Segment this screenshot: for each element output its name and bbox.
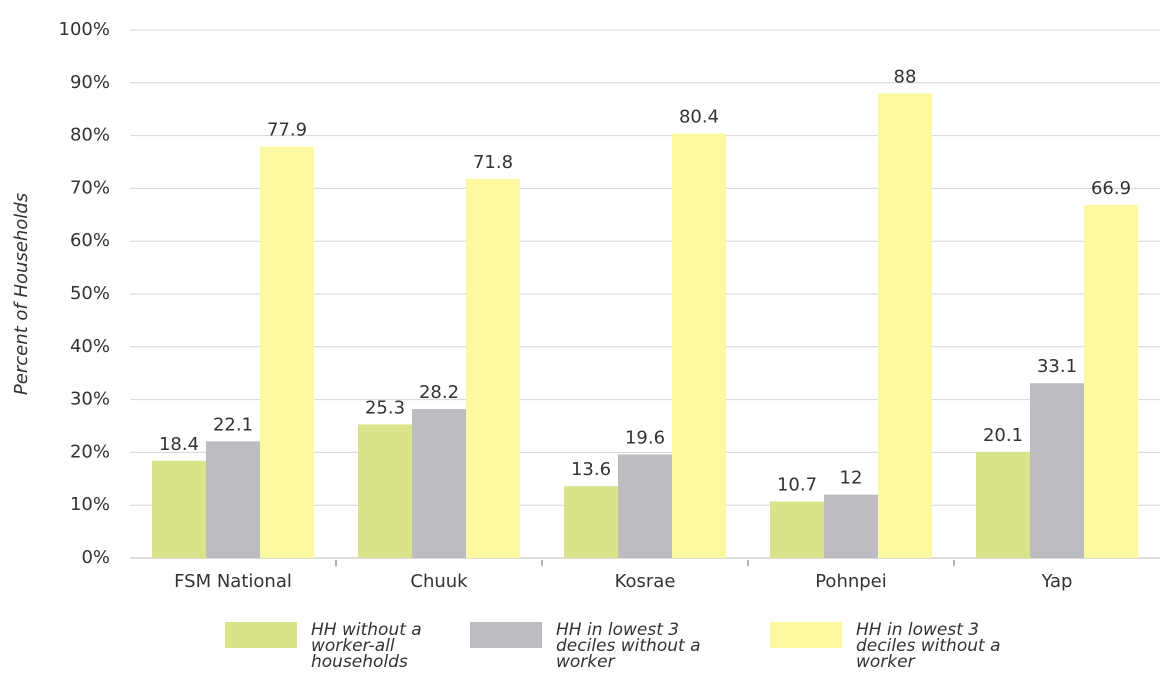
bar: [1030, 383, 1084, 558]
value-label: 33.1: [1037, 356, 1077, 377]
y-tick-label: 80%: [70, 125, 110, 146]
y-tick-label: 0%: [81, 547, 110, 568]
value-label: 10.7: [777, 475, 817, 496]
y-tick-label: 50%: [70, 283, 110, 304]
value-label: 88: [894, 66, 917, 87]
bar: [878, 93, 932, 559]
legend-item: HH in lowest 3 deciles without a worker: [470, 620, 706, 672]
x-tick-label: Kosrae: [615, 571, 676, 592]
y-tick-label: 30%: [70, 389, 110, 410]
legend-label: HH without a worker-all households: [311, 620, 422, 672]
value-label: 71.8: [473, 152, 513, 173]
x-tick-label: FSM National: [174, 571, 292, 592]
value-label: 25.3: [365, 397, 405, 418]
legend-item: HH without a worker-all households: [225, 620, 461, 672]
value-label: 28.2: [419, 382, 459, 403]
y-tick-label: 60%: [70, 230, 110, 251]
legend-label: HH in lowest 3 deciles without a worker: [856, 620, 1001, 672]
y-tick-label: 90%: [70, 72, 110, 93]
value-label: 20.1: [983, 425, 1023, 446]
bar: [152, 460, 206, 558]
value-label: 22.1: [213, 414, 253, 435]
bar: [1084, 204, 1138, 558]
bar: [976, 451, 1030, 558]
value-label: 13.6: [571, 459, 611, 480]
y-tick-label: 100%: [59, 19, 110, 40]
bar: [412, 409, 466, 558]
legend-label: HH in lowest 3 deciles without a worker: [556, 620, 701, 672]
x-tick-label: Yap: [1041, 571, 1073, 592]
bar: [358, 424, 412, 558]
y-tick-label: 10%: [70, 494, 110, 515]
value-label: 18.4: [159, 434, 199, 455]
value-label: 80.4: [679, 106, 719, 127]
x-tick-label: Chuuk: [410, 571, 468, 592]
value-label: 19.6: [625, 428, 665, 449]
bar: [672, 133, 726, 558]
bar: [824, 494, 878, 558]
legend-swatch: [225, 622, 297, 648]
value-label: 77.9: [267, 120, 307, 141]
value-label: 12: [840, 468, 863, 489]
bar: [564, 486, 618, 558]
y-tick-label: 20%: [70, 441, 110, 462]
bar: [260, 146, 314, 559]
bar: [618, 454, 672, 558]
bar: [466, 178, 520, 558]
y-axis-label: Percent of Households: [11, 193, 32, 395]
legend-item: HH in lowest 3 deciles without a worker: [770, 620, 1006, 672]
bar: [770, 501, 824, 558]
y-tick-label: 40%: [70, 336, 110, 357]
legend-swatch: [470, 622, 542, 648]
y-tick-label: 70%: [70, 177, 110, 198]
bar: [206, 441, 260, 558]
value-label: 66.9: [1091, 178, 1131, 199]
legend-swatch: [770, 622, 842, 648]
x-tick-label: Pohnpei: [815, 571, 887, 592]
